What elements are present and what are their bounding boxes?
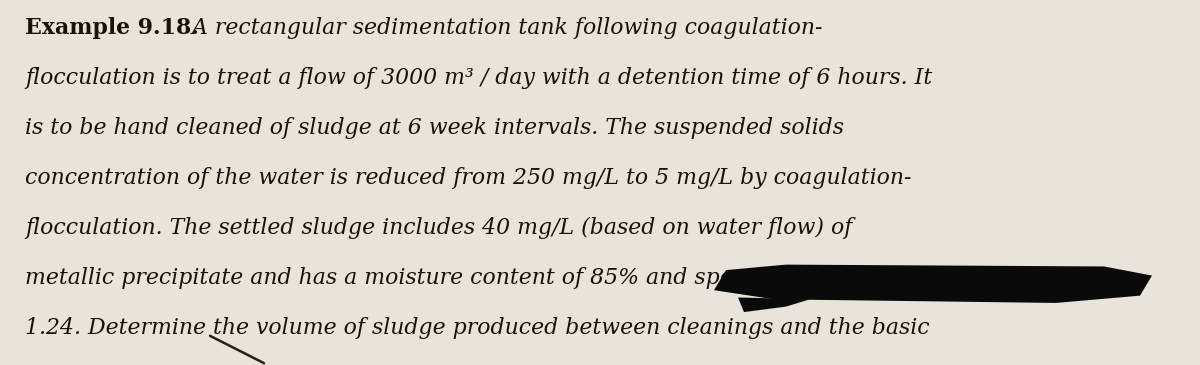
Text: is to be hand cleaned of sludge at 6 week intervals. The suspended solids: is to be hand cleaned of sludge at 6 wee… [25,117,844,139]
Text: Example 9.18.: Example 9.18. [25,17,199,39]
Text: A rectangular sedimentation tank following coagulation-: A rectangular sedimentation tank followi… [185,17,822,39]
Text: flocculation is to treat a flow of 3000 m³ / day with a detention time of 6 hour: flocculation is to treat a flow of 3000 … [25,67,932,89]
Text: 1.24. Determine the volume of sludge produced between cleanings and the basic: 1.24. Determine the volume of sludge pro… [25,317,930,339]
Text: flocculation. The settled sludge includes 40 mg/L (based on water flow) of: flocculation. The settled sludge include… [25,217,852,239]
Text: metallic precipitate and has a moisture content of 85% and specific gravity of: metallic precipitate and has a moisture … [25,267,893,289]
Polygon shape [714,265,1152,303]
Polygon shape [738,297,810,312]
Text: concentration of the water is reduced from 250 mg/L to 5 mg/L by coagulation-: concentration of the water is reduced fr… [25,167,911,189]
